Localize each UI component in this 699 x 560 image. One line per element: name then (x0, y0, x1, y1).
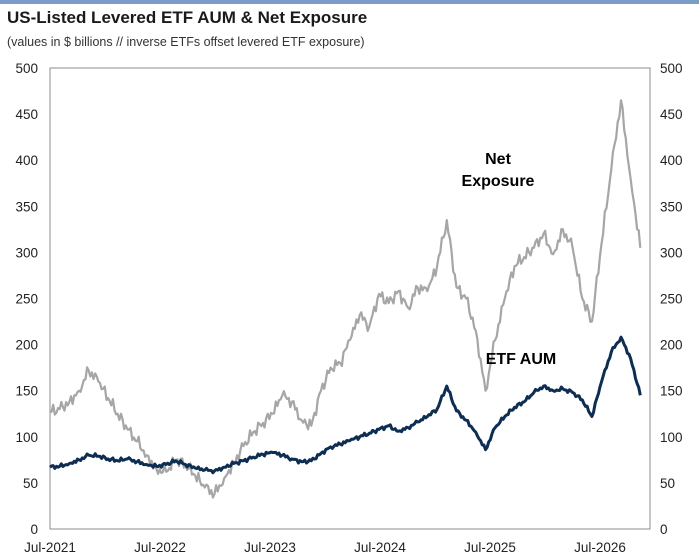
y-tick-label-left: 150 (15, 384, 38, 399)
x-tick-label: Jul-2026 (574, 540, 626, 555)
series-line-net-exposure (49, 99, 642, 499)
y-tick-label-left: 250 (15, 292, 38, 307)
x-tick-label: Jul-2025 (464, 540, 516, 555)
y-tick-label-right: 250 (660, 292, 683, 307)
x-tick-label: Jul-2024 (354, 540, 406, 555)
y-tick-label-right: 450 (660, 107, 683, 122)
annotation-net: Net (485, 151, 511, 168)
y-tick-label-left: 0 (30, 522, 38, 537)
y-tick-label-right: 500 (660, 61, 683, 76)
series-line-etf-aum (49, 335, 642, 475)
x-tick-label: Jul-2021 (24, 540, 76, 555)
y-tick-label-right: 100 (660, 430, 683, 445)
y-tick-label-right: 0 (660, 522, 668, 537)
y-tick-label-left: 50 (23, 476, 38, 491)
y-tick-label-right: 50 (660, 476, 675, 491)
y-tick-label-left: 300 (15, 245, 38, 260)
y-tick-label-left: 400 (15, 153, 38, 168)
chart-title: US-Listed Levered ETF AUM & Net Exposure (7, 8, 368, 27)
y-tick-label-left: 200 (15, 338, 38, 353)
y-tick-label-right: 350 (660, 199, 683, 214)
series-layer (49, 99, 642, 499)
y-tick-label-left: 450 (15, 107, 38, 122)
y-tick-label-right: 150 (660, 384, 683, 399)
top-rule (0, 0, 699, 4)
y-tick-label-right: 300 (660, 245, 683, 260)
y-tick-label-right: 200 (660, 338, 683, 353)
x-tick-label: Jul-2022 (134, 540, 186, 555)
y-tick-label-left: 350 (15, 199, 38, 214)
y-axis-left: 0 50 100 150 200 250 300 350 400 450 500 (15, 61, 38, 537)
annotation-etf-aum: ETF AUM (486, 351, 557, 368)
y-tick-label-left: 500 (15, 61, 38, 76)
chart-subtitle: (values in $ billions // inverse ETFs of… (7, 35, 365, 49)
x-axis: Jul-2021 Jul-2022 Jul-2023 Jul-2024 Jul-2025… (24, 540, 626, 555)
plot-frame (49, 67, 651, 530)
y-tick-label-left: 100 (15, 430, 38, 445)
annotation-exposure: Exposure (462, 173, 535, 190)
x-tick-label: Jul-2023 (244, 540, 296, 555)
y-axis-right: 0 50 100 150 200 250 300 350 400 450 500 (660, 61, 683, 537)
y-tick-label-right: 400 (660, 153, 683, 168)
